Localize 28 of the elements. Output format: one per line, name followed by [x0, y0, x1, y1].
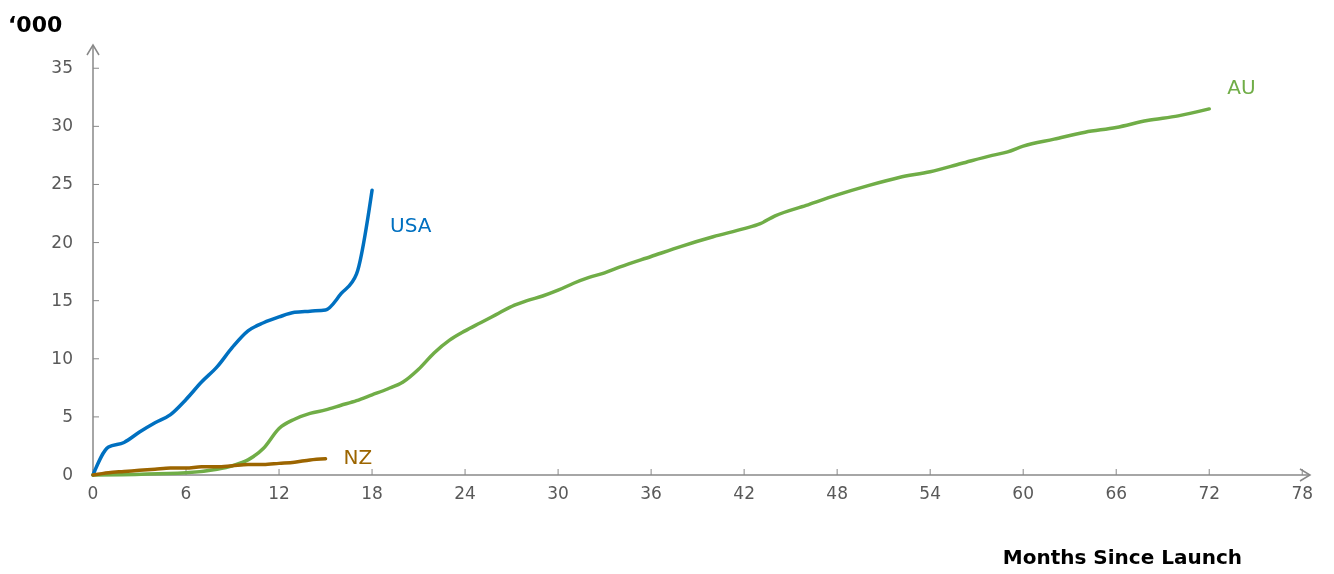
x-tick-label: 30 [547, 483, 569, 503]
x-tick-label: 36 [640, 483, 662, 503]
y-tick-label: 35 [51, 57, 73, 78]
x-axis-title: Months Since Launch [1002, 545, 1242, 569]
x-tick-label: 54 [919, 483, 941, 503]
series-label: USA [390, 212, 432, 237]
x-tick-label: 24 [454, 483, 476, 503]
x-tick-label: 66 [1105, 483, 1128, 503]
y-tick-label: 15 [51, 289, 73, 310]
x-tick-label: 12 [268, 483, 290, 503]
x-tick-label: 42 [733, 483, 755, 503]
y-tick-label: 5 [62, 405, 73, 426]
series-label: NZ [343, 445, 373, 470]
x-tick-label: 60 [1012, 483, 1035, 503]
y-axis-title: ‘000 [8, 12, 63, 37]
y-tick-label: 20 [51, 231, 73, 252]
x-tick-label: 72 [1198, 483, 1221, 503]
x-tick-label: 0 [87, 483, 99, 503]
y-tick-label: 30 [51, 115, 73, 136]
x-tick-label: 48 [826, 483, 848, 503]
x-tick-label: 18 [361, 483, 383, 503]
line-series [91, 456, 328, 477]
y-tick-label: 0 [62, 464, 73, 484]
x-tick-label: 6 [180, 483, 192, 503]
y-tick-label: 10 [51, 347, 73, 368]
y-tick-label: 25 [51, 173, 73, 194]
series-label: AU [1227, 75, 1256, 100]
x-tick-label: 78 [1291, 483, 1314, 503]
